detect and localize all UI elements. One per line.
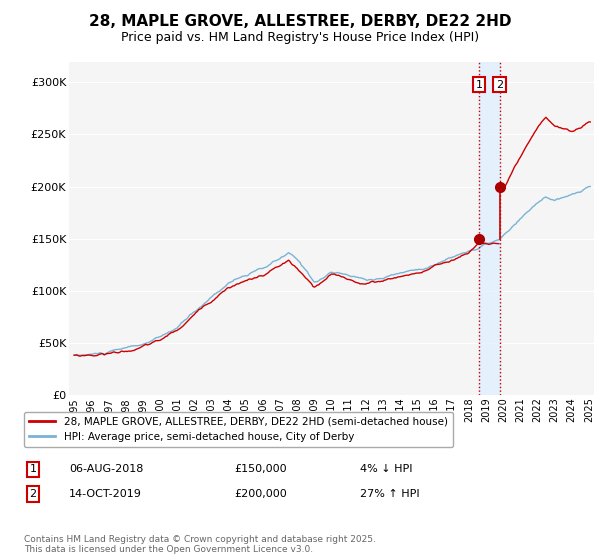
Bar: [479, 62, 500, 395]
Text: Price paid vs. HM Land Registry's House Price Index (HPI): Price paid vs. HM Land Registry's House …: [121, 31, 479, 44]
Text: £200,000: £200,000: [234, 489, 287, 499]
Text: 1: 1: [29, 464, 37, 474]
Text: 27% ↑ HPI: 27% ↑ HPI: [360, 489, 419, 499]
Text: 14-OCT-2019: 14-OCT-2019: [69, 489, 142, 499]
Text: 06-AUG-2018: 06-AUG-2018: [69, 464, 143, 474]
Text: 4% ↓ HPI: 4% ↓ HPI: [360, 464, 413, 474]
Text: £150,000: £150,000: [234, 464, 287, 474]
Text: 2: 2: [29, 489, 37, 499]
Legend: 28, MAPLE GROVE, ALLESTREE, DERBY, DE22 2HD (semi-detached house), HPI: Average : 28, MAPLE GROVE, ALLESTREE, DERBY, DE22 …: [24, 412, 453, 447]
Text: Contains HM Land Registry data © Crown copyright and database right 2025.
This d: Contains HM Land Registry data © Crown c…: [24, 535, 376, 554]
Text: 2: 2: [496, 80, 503, 90]
Text: 28, MAPLE GROVE, ALLESTREE, DERBY, DE22 2HD: 28, MAPLE GROVE, ALLESTREE, DERBY, DE22 …: [89, 14, 511, 29]
Text: 1: 1: [476, 80, 482, 90]
